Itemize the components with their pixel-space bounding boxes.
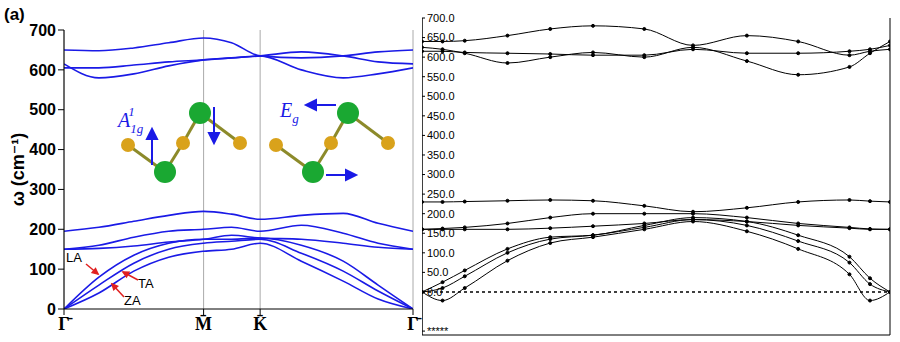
svg-text:400: 400 [29, 141, 56, 158]
svg-text:250.0: 250.0 [427, 188, 455, 200]
svg-text:600.0: 600.0 [427, 51, 455, 63]
svg-text:M̄: M̄ [195, 314, 212, 334]
svg-text:200.0: 200.0 [427, 208, 455, 220]
svg-text:300.0: 300.0 [427, 168, 455, 180]
svg-text:Γ̄: Γ̄ [407, 314, 421, 334]
svg-text:300: 300 [29, 181, 56, 198]
svg-text:Eg: Eg [279, 99, 299, 126]
svg-text:ZA: ZA [124, 293, 141, 308]
svg-text:100.0: 100.0 [427, 247, 455, 259]
svg-text:50.0: 50.0 [427, 266, 448, 278]
svg-text:TA: TA [138, 276, 154, 291]
svg-text:Γ̄: Γ̄ [58, 314, 72, 334]
svg-text:500.0: 500.0 [427, 90, 455, 102]
svg-text:K̄: K̄ [253, 314, 267, 334]
svg-text:A1g1: A1g1 [116, 104, 144, 136]
svg-text:0.0: 0.0 [427, 286, 442, 298]
svg-text:450.0: 450.0 [427, 110, 455, 122]
svg-text:200: 200 [29, 221, 56, 238]
svg-text:400.0: 400.0 [427, 129, 455, 141]
svg-text:700.0: 700.0 [427, 12, 455, 24]
svg-text:600: 600 [29, 62, 56, 79]
svg-text:LA: LA [66, 250, 82, 265]
svg-text:500: 500 [29, 101, 56, 118]
svg-text:350.0: 350.0 [427, 149, 455, 161]
svg-text:ω (cm⁻¹): ω (cm⁻¹) [8, 133, 28, 207]
svg-text:100: 100 [29, 261, 56, 278]
svg-text:550.0: 550.0 [427, 71, 455, 83]
svg-text:0: 0 [47, 301, 56, 318]
svg-text:650.0: 650.0 [427, 31, 455, 43]
svg-text:(a): (a) [4, 5, 25, 24]
svg-text:700: 700 [29, 22, 56, 39]
svg-text:*****: ***** [427, 325, 449, 337]
svg-text:150.0: 150.0 [427, 227, 455, 239]
